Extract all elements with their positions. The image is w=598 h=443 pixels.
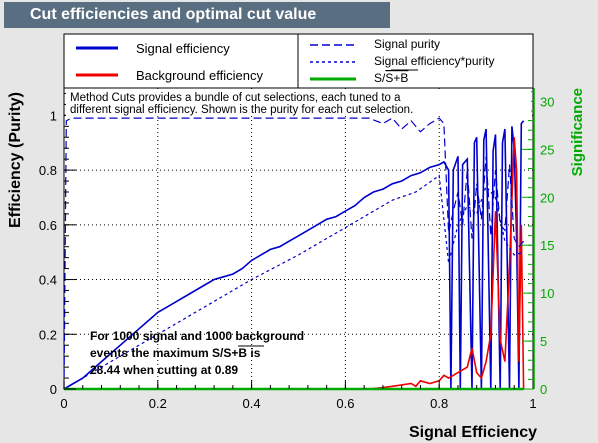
y-tick-label: 0.4 [39,273,57,288]
y-tick-label: 1 [50,108,57,123]
x-tick-label: 0.8 [430,396,448,411]
legend-label-signal-eff-purity: Signal efficiency*purity [374,54,495,68]
x-tick-label: 1 [529,396,536,411]
result-line-3: 28.44 when cutting at 0.89 [90,363,238,377]
y2-tick-label: 25 [540,142,554,157]
note-line-1: Method Cuts provides a bundle of cut sel… [70,92,401,104]
y-axis-label: Efficiency (Purity) [7,92,24,228]
series-line-3 [63,174,524,390]
x-tick-label: 0.2 [149,396,167,411]
y2-tick-label: 15 [540,238,554,253]
legend-label-background-eff: Background efficiency [136,68,263,83]
y2-axis-label: Significance [569,88,586,176]
y2-tick-label: 5 [540,334,547,349]
y-tick-label: 0.2 [39,327,57,342]
y-tick-label: 0 [50,382,57,397]
y-tick-label: 0.6 [39,218,57,233]
x-axis-label: Signal Efficiency [409,424,537,441]
y2-tick-label: 10 [540,286,554,301]
note-line-2: different signal efficiency. Shown is th… [70,104,413,116]
plot-area [63,87,534,390]
result-line-1: For 1000 signal and 1000 background [90,329,304,343]
legend-label-significance: S/S+B [374,71,408,85]
y2-tick-label: 30 [540,94,554,109]
y2-tick-label: 0 [540,382,547,397]
series-line-2 [63,117,525,390]
y-tick-label: 0.8 [39,163,57,178]
note-box [66,90,531,116]
result-line-2: events the maximum S/S+B is [90,346,261,360]
x-tick-label: 0 [60,396,67,411]
x-tick-label: 0.4 [243,396,261,411]
y2-tick-label: 20 [540,190,554,205]
x-tick-label: 0.6 [336,396,354,411]
legend-label-signal-eff: Signal efficiency [136,41,230,56]
legend-label-signal-purity: Signal purity [374,37,440,51]
series-line-0 [63,120,525,390]
chart-title: Cut efficiencies and optimal cut value [4,2,390,28]
